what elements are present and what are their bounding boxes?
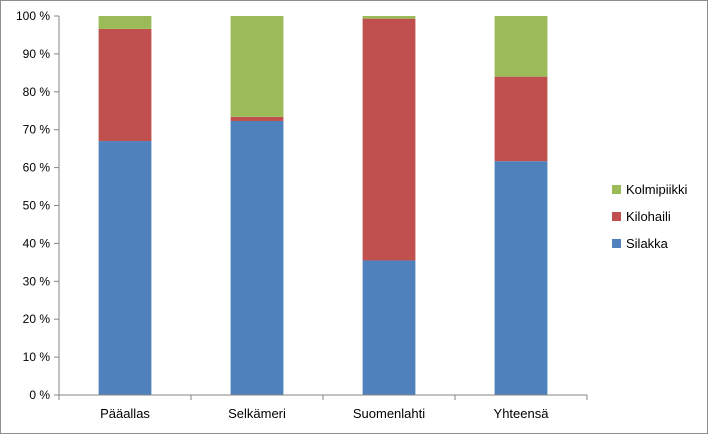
legend-swatch-kolmipiikki xyxy=(612,185,621,194)
bar-kilohaili-suomenlahti xyxy=(362,18,416,261)
axis-layer: 0 % 10 % 20 % 30 % 40 % 50 % 60 % 70 % 80 % 90 % 1… xyxy=(16,9,588,421)
x-tick-label: Pääallas xyxy=(100,406,150,421)
y-tick-label: 30 % xyxy=(23,274,51,288)
bar-kolmipiikki-selkameri xyxy=(230,16,284,117)
y-tick-label: 60 % xyxy=(23,161,51,175)
bar-kolmipiikki-yhteensa xyxy=(494,16,548,77)
legend-swatch-kilohaili xyxy=(612,212,621,221)
legend-label-kolmipiikki: Kolmipiikki xyxy=(626,182,688,197)
bar-kilohaili-paaallas xyxy=(98,28,152,142)
y-tick-label: 10 % xyxy=(23,350,51,364)
bar-kilohaili-selkameri xyxy=(230,116,284,121)
x-tick-label: Selkämeri xyxy=(228,406,286,421)
bar-silakka-yhteensa xyxy=(494,161,548,395)
bar-silakka-suomenlahti xyxy=(362,260,416,395)
bar-kolmipiikki-paaallas xyxy=(98,16,152,29)
bar-silakka-selkameri xyxy=(230,120,284,395)
y-tick-label: 100 % xyxy=(16,9,50,23)
legend-swatch-silakka xyxy=(612,239,621,248)
legend-label-silakka: Silakka xyxy=(626,236,669,251)
bars-layer xyxy=(98,16,548,395)
legend-label-kilohaili: Kilohaili xyxy=(626,209,671,224)
y-tick-label: 40 % xyxy=(23,236,51,250)
y-tick-label: 90 % xyxy=(23,47,51,61)
bar-silakka-paaallas xyxy=(98,141,152,395)
x-tick-label: Yhteensä xyxy=(494,406,550,421)
bar-kolmipiikki-suomenlahti xyxy=(362,16,416,19)
bar-kilohaili-yhteensa xyxy=(494,76,548,162)
legend: Kolmipiikki Kilohaili Silakka xyxy=(612,182,688,251)
y-tick-label: 0 % xyxy=(29,388,50,402)
y-tick-label: 20 % xyxy=(23,312,51,326)
y-tick-label: 80 % xyxy=(23,85,51,99)
y-tick-label: 70 % xyxy=(23,123,51,137)
y-tick-label: 50 % xyxy=(23,199,51,213)
x-tick-label: Suomenlahti xyxy=(353,406,425,421)
